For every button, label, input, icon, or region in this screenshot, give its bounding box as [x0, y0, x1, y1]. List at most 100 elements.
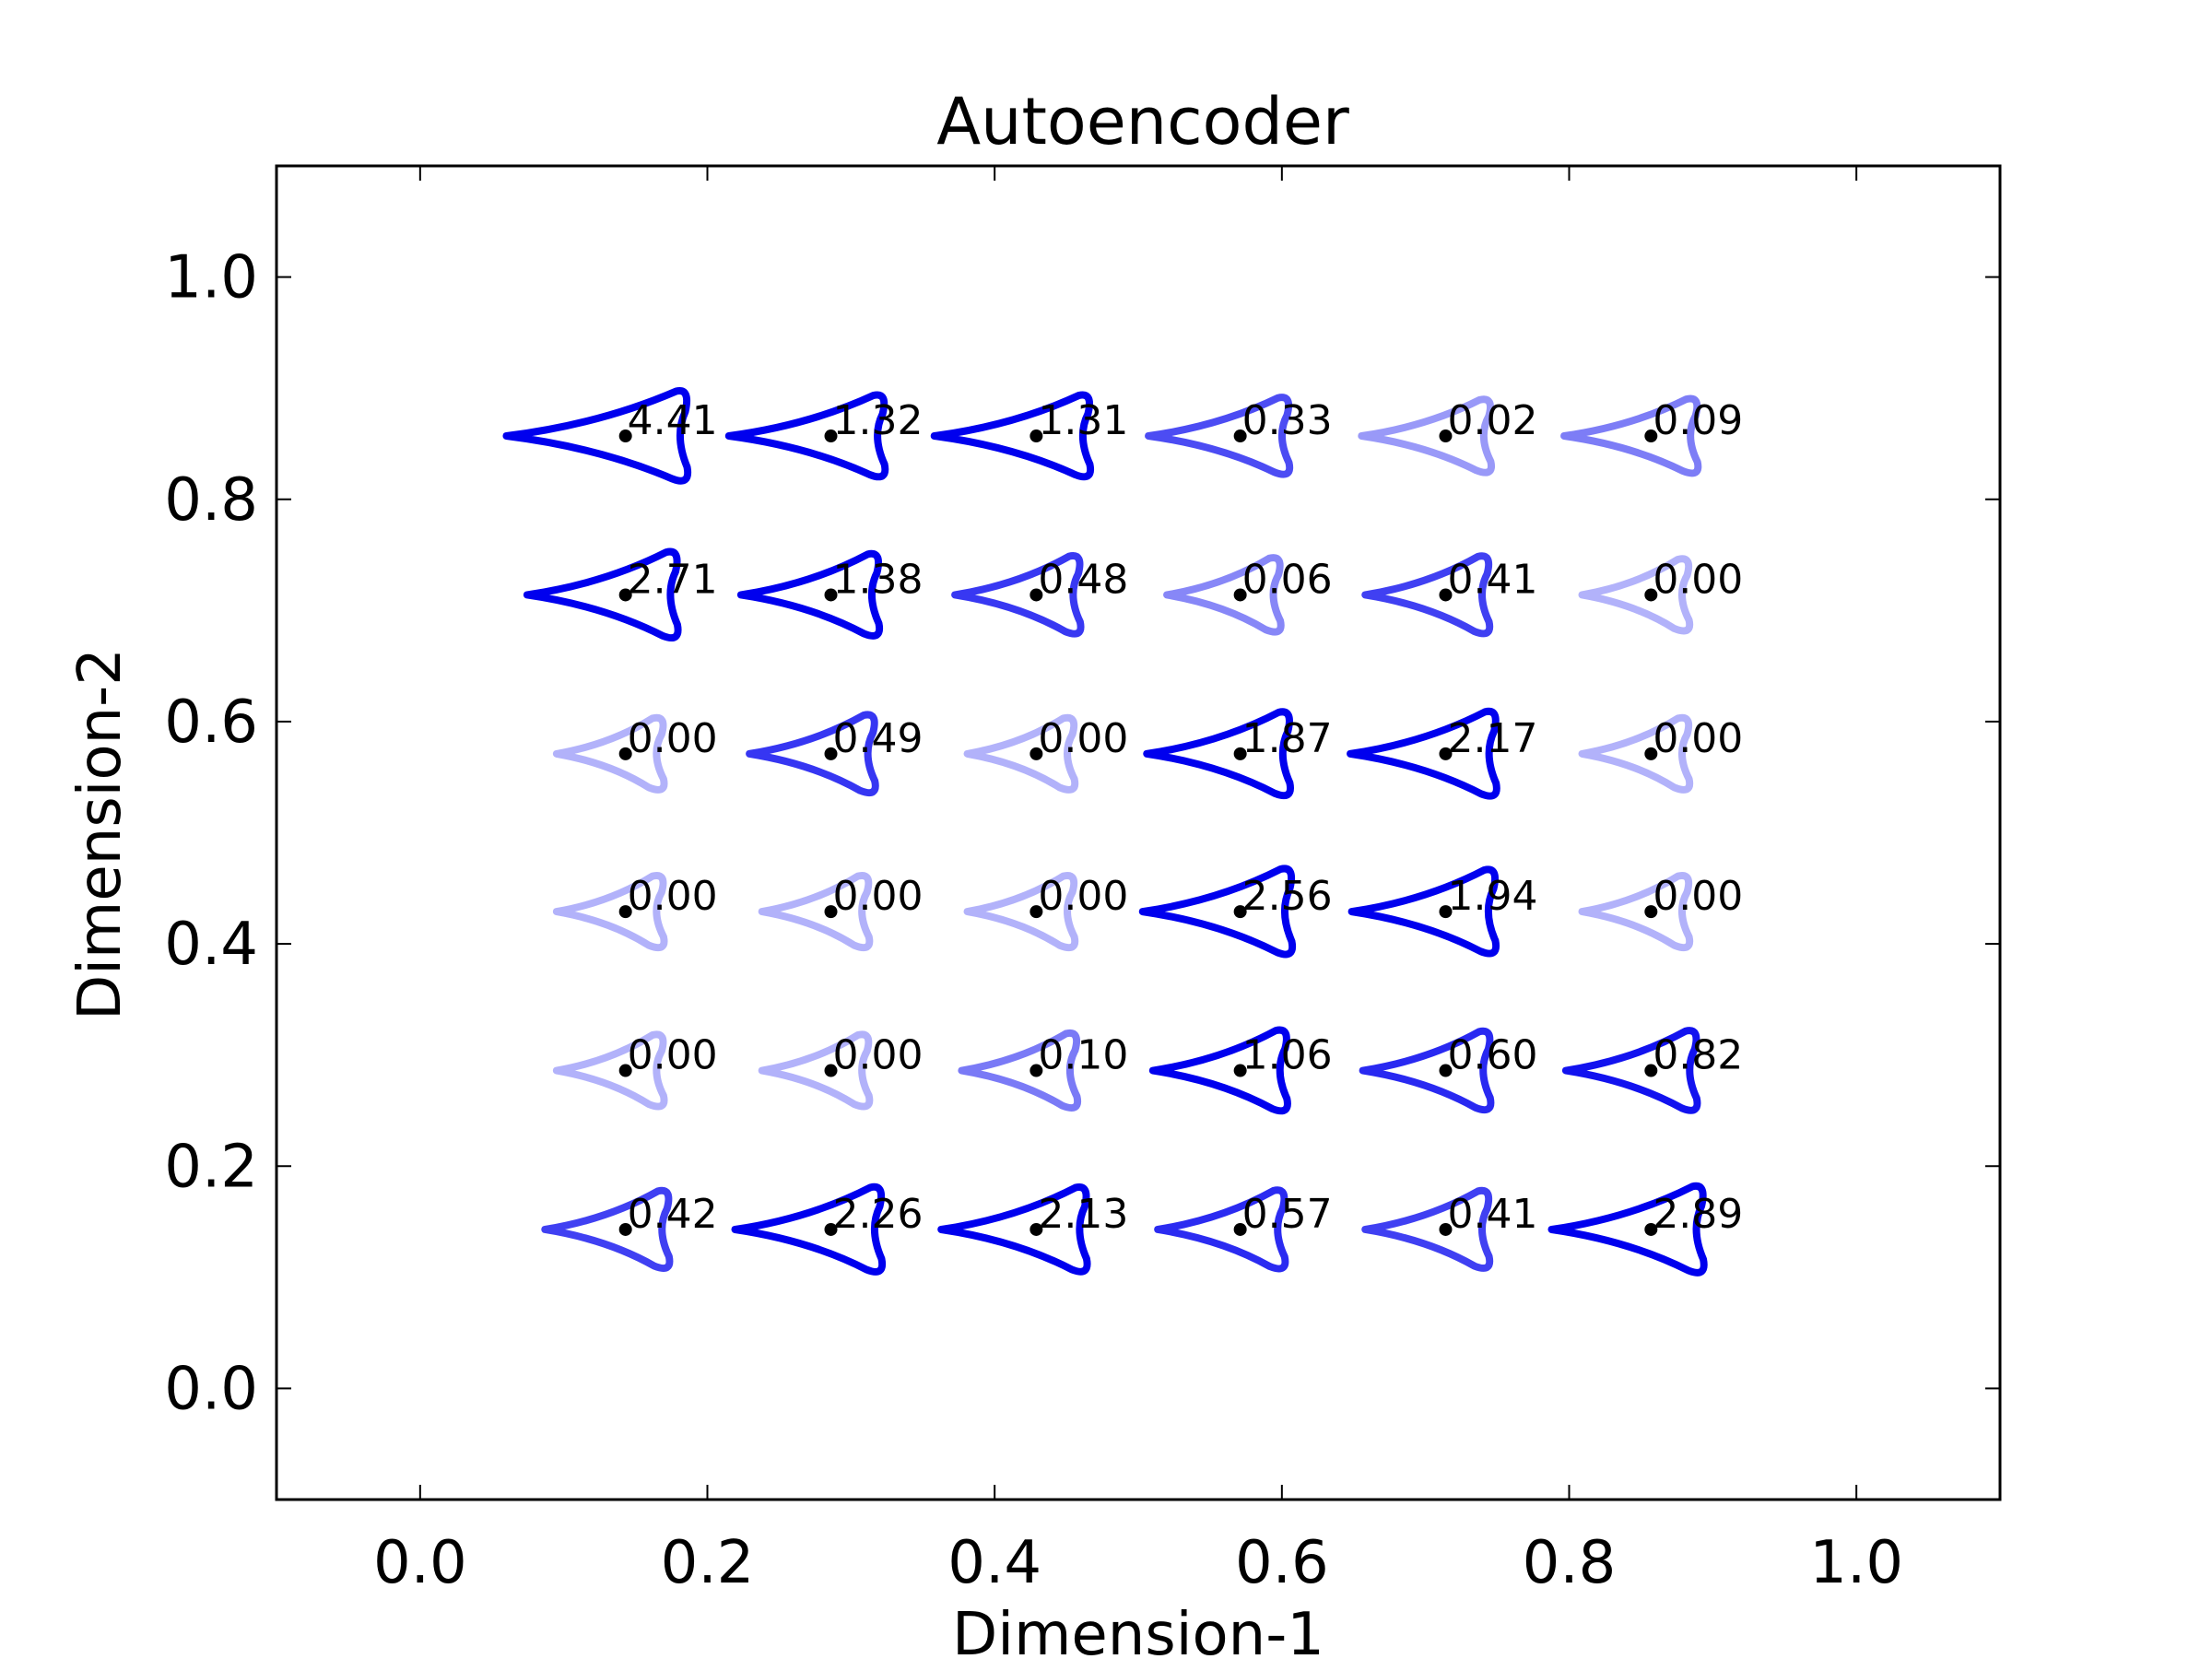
y-tick-label: 0.2 [164, 1133, 258, 1201]
point-value-label: 1.38 [833, 556, 924, 603]
glyph-marker [731, 1182, 887, 1276]
data-point [1644, 1064, 1658, 1077]
point-value-label: 0.00 [1653, 715, 1743, 762]
data-point [824, 1064, 838, 1077]
data-point [1644, 429, 1658, 443]
point-value-label: 0.57 [1242, 1191, 1333, 1238]
point-value-label: 0.00 [833, 1032, 924, 1079]
glyph-marker [1148, 1026, 1291, 1115]
data-point [1644, 747, 1658, 760]
glyph-marker [937, 1183, 1091, 1276]
point-value-label: 0.06 [1242, 556, 1333, 603]
point-value-label: 1.87 [1242, 715, 1333, 762]
glyph-marker [958, 1029, 1082, 1112]
point-value-label: 0.00 [628, 715, 718, 762]
data-point [1439, 747, 1453, 760]
glyph-marker [1358, 395, 1496, 477]
point-value-label: 0.48 [1038, 556, 1128, 603]
data-point [618, 429, 632, 443]
x-tick-label: 0.8 [1523, 1529, 1617, 1597]
point-value-label: 0.00 [628, 873, 718, 920]
data-point [1030, 747, 1043, 760]
data-point [824, 429, 838, 443]
point-value-label: 0.09 [1653, 397, 1743, 444]
data-point [618, 1222, 632, 1236]
data-point [618, 1064, 632, 1077]
data-point [1030, 905, 1043, 919]
plot-frame [275, 164, 2002, 1501]
point-value-label: 0.00 [628, 1032, 718, 1079]
glyph-marker [1578, 555, 1694, 635]
glyph-marker [1347, 707, 1500, 800]
point-value-label: 2.17 [1447, 715, 1537, 762]
glyph-marker [1138, 865, 1297, 959]
data-point [1439, 429, 1453, 443]
data-marks: 4.41 1.32 1.31 0.33 0.02 0.09 2.71 1.38 0.48 0.06… [502, 387, 1743, 1277]
glyph-marker [758, 872, 874, 952]
point-value-label: 2.71 [628, 556, 718, 603]
point-value-label: 4.41 [628, 397, 718, 444]
glyph-marker [1359, 1027, 1495, 1114]
y-tick-label: 0.0 [164, 1355, 258, 1423]
x-axis-label: Dimension-1 [952, 1601, 1324, 1659]
glyph-marker [552, 713, 668, 794]
axis-ticks: 0.0 0.2 0.4 0.6 0.8 1.0 0.0 0.2 0.4 0.6 0.8 1.0 [164, 166, 2000, 1597]
glyph-marker [1578, 713, 1694, 794]
x-tick-label: 0.4 [947, 1529, 1041, 1597]
y-tick-label: 1.0 [164, 244, 258, 312]
point-value-label: 0.60 [1447, 1032, 1537, 1079]
y-tick-label: 0.4 [164, 911, 258, 979]
y-tick-label: 0.6 [164, 688, 258, 757]
data-point [1030, 1222, 1043, 1236]
glyph-marker [552, 872, 668, 952]
glyph-marker [724, 391, 889, 481]
glyph-marker [1578, 872, 1694, 952]
glyph-marker [1361, 552, 1494, 638]
data-point [1233, 905, 1247, 919]
data-point [1233, 747, 1247, 760]
data-point [1439, 1064, 1453, 1077]
glyph-marker [736, 549, 884, 640]
glyph-marker [963, 872, 1079, 952]
data-point [1644, 588, 1658, 602]
x-tick-label: 0.6 [1235, 1529, 1329, 1597]
glyph-marker [1163, 554, 1285, 636]
point-value-label: 0.42 [628, 1191, 718, 1238]
point-value-label: 0.49 [833, 715, 924, 762]
point-value-label: 1.31 [1038, 397, 1128, 444]
data-point [618, 588, 632, 602]
glyph-marker [552, 1030, 668, 1111]
glyph-marker [1143, 708, 1294, 800]
glyph-marker [1547, 1182, 1708, 1277]
point-value-label: 1.32 [833, 397, 924, 444]
glyph-marker [758, 1030, 874, 1111]
glyph-marker [1561, 1027, 1701, 1114]
data-point [824, 905, 838, 919]
data-point [1233, 588, 1247, 602]
point-value-label: 0.00 [833, 873, 924, 920]
glyph-marker [1154, 1186, 1289, 1273]
point-value-label: 1.06 [1242, 1032, 1333, 1079]
point-value-label: 2.89 [1653, 1191, 1743, 1238]
data-point [1233, 1222, 1247, 1236]
data-point [1233, 1064, 1247, 1077]
point-value-label: 0.00 [1038, 715, 1128, 762]
glyph-marker [541, 1186, 674, 1272]
glyph-marker [1560, 394, 1702, 477]
point-value-label: 0.00 [1038, 873, 1128, 920]
point-value-label: 2.26 [833, 1191, 924, 1238]
data-point [618, 747, 632, 760]
glyph-marker [746, 711, 879, 797]
point-value-label: 0.02 [1447, 397, 1537, 444]
point-value-label: 2.13 [1038, 1191, 1128, 1238]
data-point [1644, 905, 1658, 919]
point-value-label: 2.56 [1242, 873, 1333, 920]
y-axis-label: Dimension-2 [66, 648, 135, 1020]
glyph-marker [963, 713, 1079, 794]
point-value-label: 0.41 [1447, 1191, 1537, 1238]
data-point [1030, 588, 1043, 602]
glyph-marker [1145, 394, 1294, 478]
data-point [824, 588, 838, 602]
x-tick-label: 0.0 [373, 1529, 467, 1597]
